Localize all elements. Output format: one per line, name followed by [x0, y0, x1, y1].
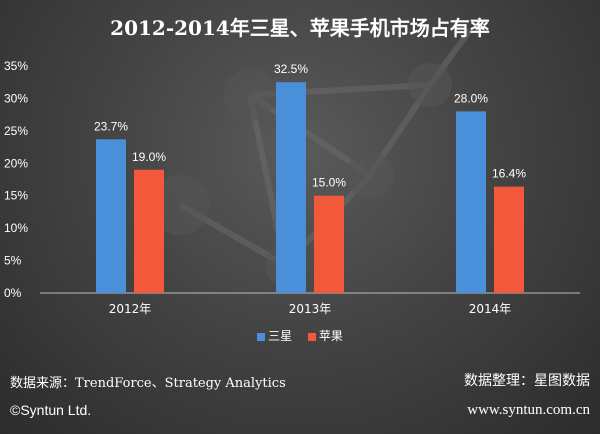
y-tick-label: 5% [4, 254, 22, 268]
bar-samsung [276, 82, 306, 293]
footer: 数据来源：TrendForce、Strategy Analytics 数据整理：… [0, 362, 600, 434]
y-tick-label: 25% [4, 124, 28, 138]
legend-label-apple: 苹果 [318, 329, 343, 343]
legend-item-samsung: 三星 [257, 327, 292, 344]
legend-label-samsung: 三星 [268, 329, 293, 343]
data-label: 32.5% [274, 62, 308, 76]
bar-apple [134, 169, 164, 293]
y-tick-label: 0% [4, 286, 22, 300]
x-tick-label: 2013年 [289, 302, 332, 316]
data-source: 数据来源：TrendForce、Strategy Analytics [10, 376, 286, 391]
website-url[interactable]: www.syntun.com.cn [467, 402, 590, 418]
data-label: 16.4% [492, 167, 526, 181]
y-tick-label: 15% [4, 189, 28, 203]
copyright: ©Syntun Ltd. [10, 402, 92, 418]
legend-swatch-apple [307, 332, 316, 341]
y-tick-label: 10% [4, 221, 28, 235]
legend-item-apple: 苹果 [307, 327, 343, 344]
data-label: 28.0% [454, 91, 488, 105]
y-tick-label: 30% [4, 91, 28, 105]
bar-apple [494, 186, 524, 293]
data-label: 19.0% [132, 150, 166, 164]
y-tick-label: 35% [4, 59, 28, 73]
bar-apple [314, 195, 344, 293]
legend-swatch-samsung [257, 332, 266, 341]
data-organizer: 数据整理：星图数据 [464, 373, 590, 389]
y-tick-label: 20% [4, 156, 28, 170]
bar-samsung [96, 139, 126, 293]
x-tick-label: 2012年 [109, 302, 152, 316]
x-tick-label: 2014年 [469, 302, 512, 316]
chart-title: 2012-2014年三星、苹果手机市场占有率 [110, 16, 490, 40]
data-label: 23.7% [94, 119, 128, 133]
bar-samsung [456, 111, 486, 294]
legend: 三星 苹果 [0, 327, 600, 344]
data-label: 15.0% [312, 176, 346, 190]
